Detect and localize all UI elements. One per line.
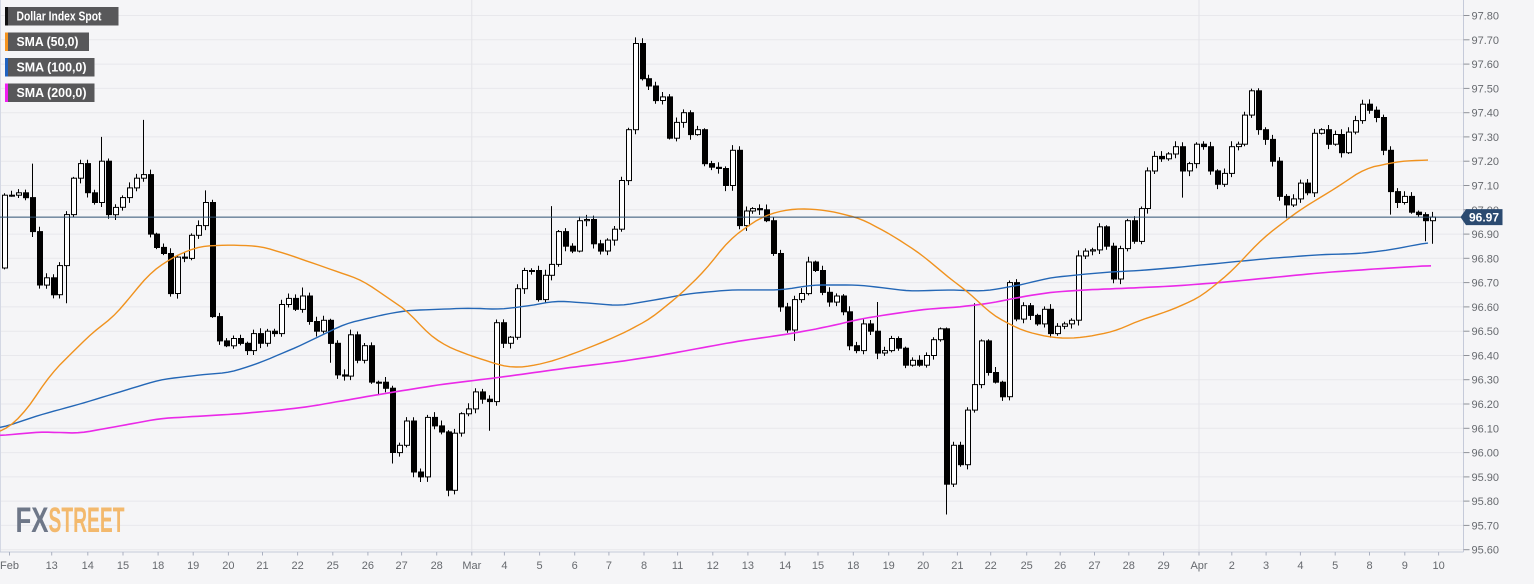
svg-text:97.80: 97.80 (1472, 11, 1500, 23)
svg-text:96.90: 96.90 (1472, 229, 1500, 241)
svg-text:5: 5 (1332, 560, 1338, 572)
svg-text:95.90: 95.90 (1472, 472, 1500, 484)
svg-text:27: 27 (1088, 560, 1100, 572)
svg-text:FX: FX (16, 501, 49, 540)
svg-text:4: 4 (501, 560, 507, 572)
svg-text:97.40: 97.40 (1472, 108, 1500, 120)
svg-text:13: 13 (46, 560, 58, 572)
svg-text:97.50: 97.50 (1472, 83, 1500, 95)
svg-text:22: 22 (985, 560, 997, 572)
svg-text:96.50: 96.50 (1472, 326, 1500, 338)
svg-text:Mar: Mar (462, 560, 481, 572)
svg-text:Feb: Feb (0, 560, 19, 572)
svg-text:95.60: 95.60 (1472, 545, 1500, 557)
svg-text:25: 25 (327, 560, 339, 572)
svg-text:11: 11 (672, 560, 683, 572)
svg-text:7: 7 (606, 560, 612, 572)
svg-text:95.80: 95.80 (1472, 496, 1500, 508)
svg-text:97.70: 97.70 (1472, 35, 1500, 47)
svg-text:96.70: 96.70 (1472, 278, 1500, 290)
svg-text:19: 19 (883, 560, 895, 572)
svg-text:21: 21 (256, 560, 268, 572)
svg-text:Apr: Apr (1190, 560, 1207, 572)
svg-text:10: 10 (1432, 560, 1444, 572)
svg-text:20: 20 (222, 560, 234, 572)
svg-text:12: 12 (707, 560, 719, 572)
svg-text:21: 21 (951, 560, 963, 572)
svg-text:96.60: 96.60 (1472, 302, 1500, 314)
svg-text:15: 15 (812, 560, 824, 572)
svg-text:SMA (50,0): SMA (50,0) (17, 35, 79, 49)
svg-text:3: 3 (1263, 560, 1269, 572)
svg-text:27: 27 (395, 560, 407, 572)
svg-text:SMA (100,0): SMA (100,0) (17, 61, 87, 75)
svg-text:26: 26 (1054, 560, 1066, 572)
svg-text:5: 5 (537, 560, 543, 572)
svg-text:28: 28 (1123, 560, 1135, 572)
svg-text:96.10: 96.10 (1472, 423, 1500, 435)
svg-text:25: 25 (1021, 560, 1033, 572)
svg-text:18: 18 (152, 560, 164, 572)
svg-text:26: 26 (362, 560, 374, 572)
svg-text:28: 28 (431, 560, 443, 572)
svg-text:SMA (200,0): SMA (200,0) (17, 86, 87, 100)
svg-text:96.30: 96.30 (1472, 375, 1500, 387)
svg-text:96.40: 96.40 (1472, 351, 1500, 363)
svg-text:14: 14 (779, 560, 791, 572)
svg-text:97.60: 97.60 (1472, 59, 1500, 71)
svg-text:Dollar Index Spot: Dollar Index Spot (17, 10, 103, 24)
svg-text:95.70: 95.70 (1472, 520, 1500, 532)
svg-text:13: 13 (742, 560, 754, 572)
svg-text:18: 18 (847, 560, 859, 572)
svg-text:96.00: 96.00 (1472, 448, 1500, 460)
svg-text:9: 9 (1402, 560, 1408, 572)
svg-text:8: 8 (1366, 560, 1372, 572)
svg-text:96.20: 96.20 (1472, 399, 1500, 411)
svg-text:29: 29 (1157, 560, 1169, 572)
svg-text:20: 20 (917, 560, 929, 572)
svg-text:14: 14 (82, 560, 94, 572)
svg-text:97.30: 97.30 (1472, 132, 1500, 144)
svg-text:15: 15 (117, 560, 129, 572)
svg-text:96.97: 96.97 (1469, 210, 1499, 224)
svg-text:96.80: 96.80 (1472, 253, 1500, 265)
svg-text:97.20: 97.20 (1472, 156, 1500, 168)
svg-text:4: 4 (1297, 560, 1303, 572)
svg-text:8: 8 (641, 560, 647, 572)
svg-text:STREET: STREET (49, 501, 125, 540)
svg-text:97.10: 97.10 (1472, 181, 1500, 193)
svg-text:22: 22 (291, 560, 303, 572)
svg-text:2: 2 (1229, 560, 1235, 572)
svg-text:6: 6 (572, 560, 578, 572)
svg-text:19: 19 (187, 560, 199, 572)
